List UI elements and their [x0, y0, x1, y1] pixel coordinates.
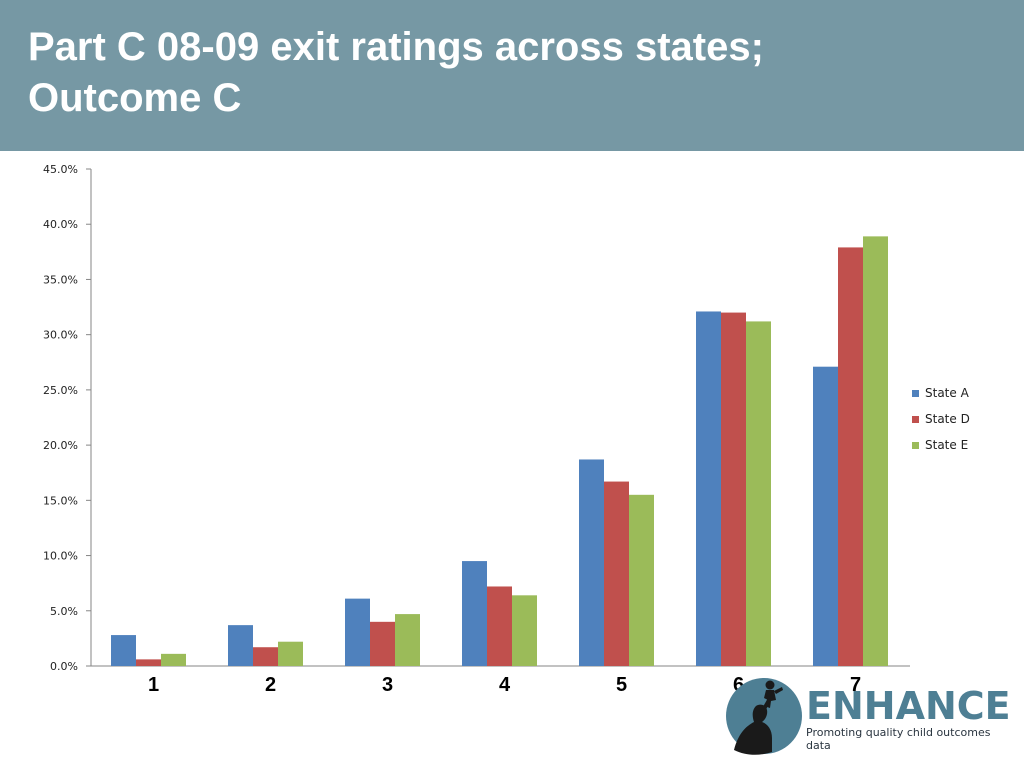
slide-title: Part C 08-09 exit ratings across states;… [28, 22, 988, 124]
y-tick-label: 5.0% [50, 605, 78, 618]
y-tick-label: 25.0% [43, 384, 78, 397]
x-category-label: 3 [382, 674, 393, 696]
x-category-label: 6 [733, 674, 744, 696]
bar-state-a-cat-3 [345, 598, 370, 666]
legend-label-state-e: State E [925, 438, 969, 452]
bar-state-d-cat-5 [604, 481, 629, 666]
bar-state-a-cat-5 [579, 459, 604, 666]
bar-state-e-cat-7 [863, 236, 888, 667]
y-tick-label: 20.0% [43, 439, 78, 452]
y-tick-label: 45.0% [43, 163, 78, 176]
logo-name: ENHANCE [806, 684, 1011, 728]
x-category-label: 5 [616, 674, 627, 696]
x-category-label: 1 [148, 674, 159, 696]
bar-state-e-cat-2 [278, 641, 303, 666]
y-tick-label: 15.0% [43, 494, 78, 507]
bar-state-d-cat-4 [487, 586, 512, 666]
legend-item-state-a: State A [912, 380, 970, 406]
legend-swatch-state-a [912, 389, 919, 397]
slide-title-line-2: Outcome C [28, 76, 242, 120]
bar-state-e-cat-5 [629, 494, 654, 666]
x-category-label: 2 [265, 674, 276, 696]
bar-state-a-cat-1 [111, 635, 136, 666]
bar-state-d-cat-2 [253, 647, 278, 666]
bar-state-e-cat-1 [161, 653, 186, 666]
legend-swatch-state-d [912, 415, 919, 423]
bar-chart: 0.0% 5.0% 10.0% 15.0% 20.0% 25.0% 30.0% 35.0% 40… [43, 163, 910, 696]
y-tick-label: 0.0% [50, 660, 78, 673]
y-tick-label: 40.0% [43, 218, 78, 231]
legend-item-state-d: State D [912, 406, 970, 432]
bar-state-d-cat-1 [136, 659, 161, 666]
slide-header: Part C 08-09 exit ratings across states;… [0, 0, 1024, 151]
bar-state-d-cat-7 [838, 247, 863, 666]
bar-state-e-cat-6 [746, 321, 771, 666]
bar-state-d-cat-3 [370, 621, 395, 666]
parent-child-logo-icon [726, 678, 802, 755]
x-category-label: 7 [850, 674, 861, 696]
legend-label-state-d: State D [925, 412, 970, 426]
bar-state-d-cat-6 [721, 312, 746, 666]
legend-item-state-e: State E [912, 432, 970, 458]
bar-state-e-cat-4 [512, 595, 537, 666]
y-tick-label: 10.0% [43, 550, 78, 563]
enhance-logo: ENHANCE Promoting quality child outcomes… [724, 676, 1014, 756]
slide-title-line-1: Part C 08-09 exit ratings across states; [28, 25, 764, 69]
legend-label-state-a: State A [925, 386, 969, 400]
bar-state-a-cat-2 [228, 625, 253, 666]
y-tick-label: 30.0% [43, 329, 78, 342]
bar-state-e-cat-3 [395, 614, 420, 666]
x-category-label: 4 [499, 674, 511, 696]
logo-tagline: Promoting quality child outcomes data [806, 726, 991, 752]
bar-state-a-cat-6 [696, 311, 721, 666]
legend-swatch-state-e [912, 441, 919, 449]
bar-state-a-cat-7 [813, 366, 838, 666]
bar-state-a-cat-4 [462, 561, 487, 666]
chart-legend: State A State D State E [912, 380, 970, 458]
y-tick-label: 35.0% [43, 273, 78, 286]
